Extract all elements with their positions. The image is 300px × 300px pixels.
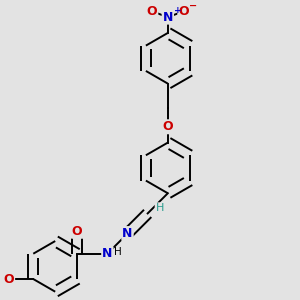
Text: N: N (163, 11, 173, 24)
Text: O: O (72, 225, 83, 238)
Text: +: + (174, 6, 181, 15)
Text: −: − (189, 1, 197, 11)
Text: N: N (122, 227, 133, 240)
Text: O: O (147, 5, 157, 18)
Text: H: H (114, 247, 122, 257)
Text: O: O (178, 5, 189, 18)
Text: N: N (102, 247, 112, 260)
Text: H: H (156, 203, 164, 213)
Text: O: O (4, 272, 14, 286)
Text: O: O (163, 120, 173, 133)
